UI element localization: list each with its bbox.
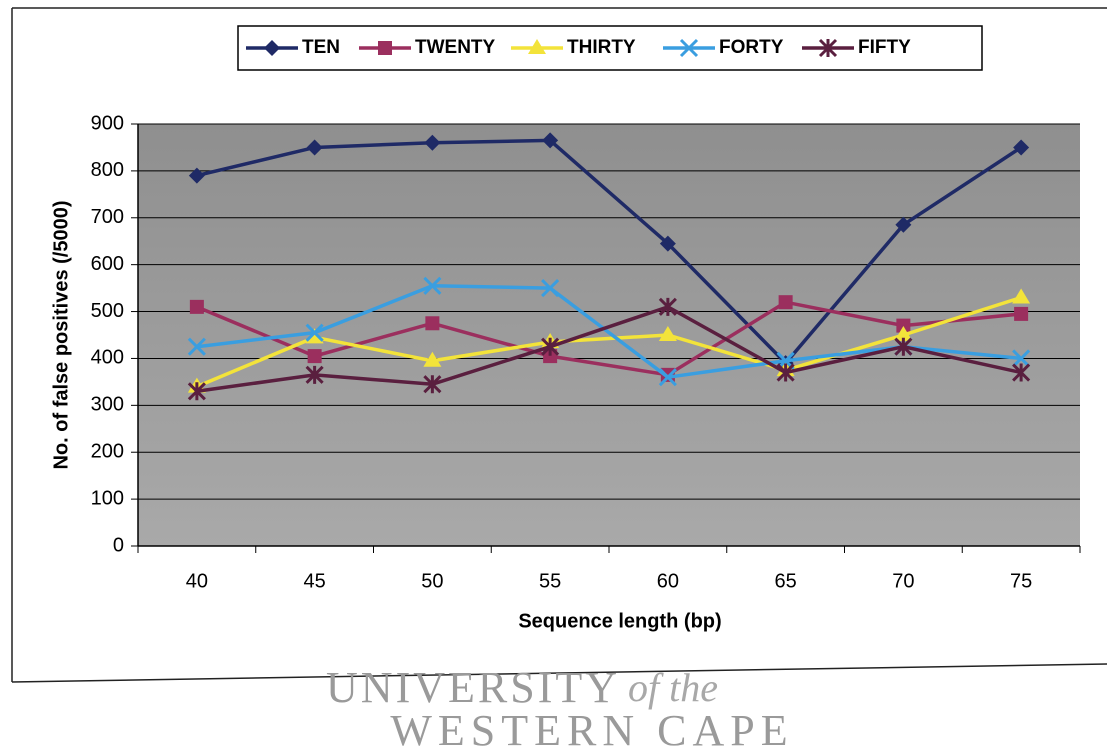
legend-label: FIFTY — [858, 37, 911, 58]
legend-label: TWENTY — [415, 37, 496, 58]
data-point — [424, 134, 441, 151]
watermark: of the — [628, 665, 718, 710]
data-point — [187, 382, 206, 401]
x-tick-label: 40 — [186, 570, 208, 592]
series — [188, 132, 1030, 372]
data-point — [543, 349, 558, 364]
series-line — [196, 300, 1022, 377]
y-tick-label: 900 — [91, 112, 124, 134]
data-point — [658, 368, 677, 387]
x-tick-label: 45 — [304, 570, 326, 592]
data-point — [305, 365, 324, 384]
data-point — [306, 139, 323, 156]
series-line — [196, 284, 1022, 380]
y-tick-label: 300 — [91, 394, 124, 416]
data-point — [189, 299, 204, 314]
data-point — [895, 216, 912, 233]
series-line — [196, 295, 1022, 389]
data-point — [776, 363, 795, 382]
legend-marker — [378, 41, 392, 55]
y-tick-label: 700 — [91, 206, 124, 228]
data-point — [896, 318, 911, 333]
frame — [11, 663, 1107, 683]
x-axis-title: Sequence length (bp) — [518, 610, 721, 632]
data-point — [1012, 363, 1031, 382]
watermark: WESTERN CAPE — [390, 706, 793, 752]
data-point — [658, 326, 677, 341]
legend-marker — [528, 39, 546, 54]
data-point — [305, 323, 324, 342]
series-line — [196, 138, 1023, 366]
legend-label: THIRTY — [567, 37, 636, 58]
data-point — [423, 276, 442, 295]
data-point — [778, 295, 793, 310]
y-tick-label: 600 — [91, 253, 124, 275]
x-tick-label: 50 — [421, 570, 443, 592]
y-tick-label: 400 — [91, 347, 124, 369]
x-tick-label: 65 — [775, 570, 797, 592]
series — [189, 295, 1029, 382]
data-point — [541, 279, 560, 298]
data-point — [1013, 139, 1030, 156]
x-tick-label: 75 — [1010, 570, 1032, 592]
legend-marker — [679, 38, 699, 58]
x-tick-label: 55 — [539, 570, 561, 592]
data-point — [1012, 288, 1031, 304]
series-line — [196, 304, 1022, 394]
y-axis-title: No. of false positives (/5000) — [50, 201, 72, 470]
data-point — [305, 328, 324, 344]
data-point — [188, 167, 205, 184]
legend-marker — [264, 40, 280, 56]
data-point — [659, 235, 676, 252]
data-point — [307, 349, 322, 364]
series — [187, 297, 1031, 401]
x-tick-label: 70 — [892, 570, 914, 592]
data-point — [187, 337, 206, 356]
data-point — [658, 297, 677, 316]
legend-marker — [818, 38, 838, 58]
y-tick-label: 0 — [113, 534, 124, 556]
data-point — [541, 337, 560, 356]
plot-area — [138, 124, 1080, 546]
data-point — [1014, 306, 1029, 321]
y-tick-label: 500 — [91, 300, 124, 322]
y-tick-label: 100 — [91, 487, 124, 509]
data-point — [425, 316, 440, 331]
data-point — [423, 351, 442, 367]
y-tick-label: 200 — [91, 441, 124, 463]
data-point — [1012, 349, 1031, 368]
y-tick-label: 800 — [91, 159, 124, 181]
data-point — [894, 326, 913, 341]
x-tick-label: 60 — [657, 570, 679, 592]
legend-label: FORTY — [719, 37, 784, 58]
data-point — [542, 132, 559, 149]
watermark: UNIVERSITY — [326, 663, 620, 712]
data-point — [894, 337, 913, 356]
legend-label: TEN — [302, 37, 340, 58]
data-point — [423, 375, 442, 394]
